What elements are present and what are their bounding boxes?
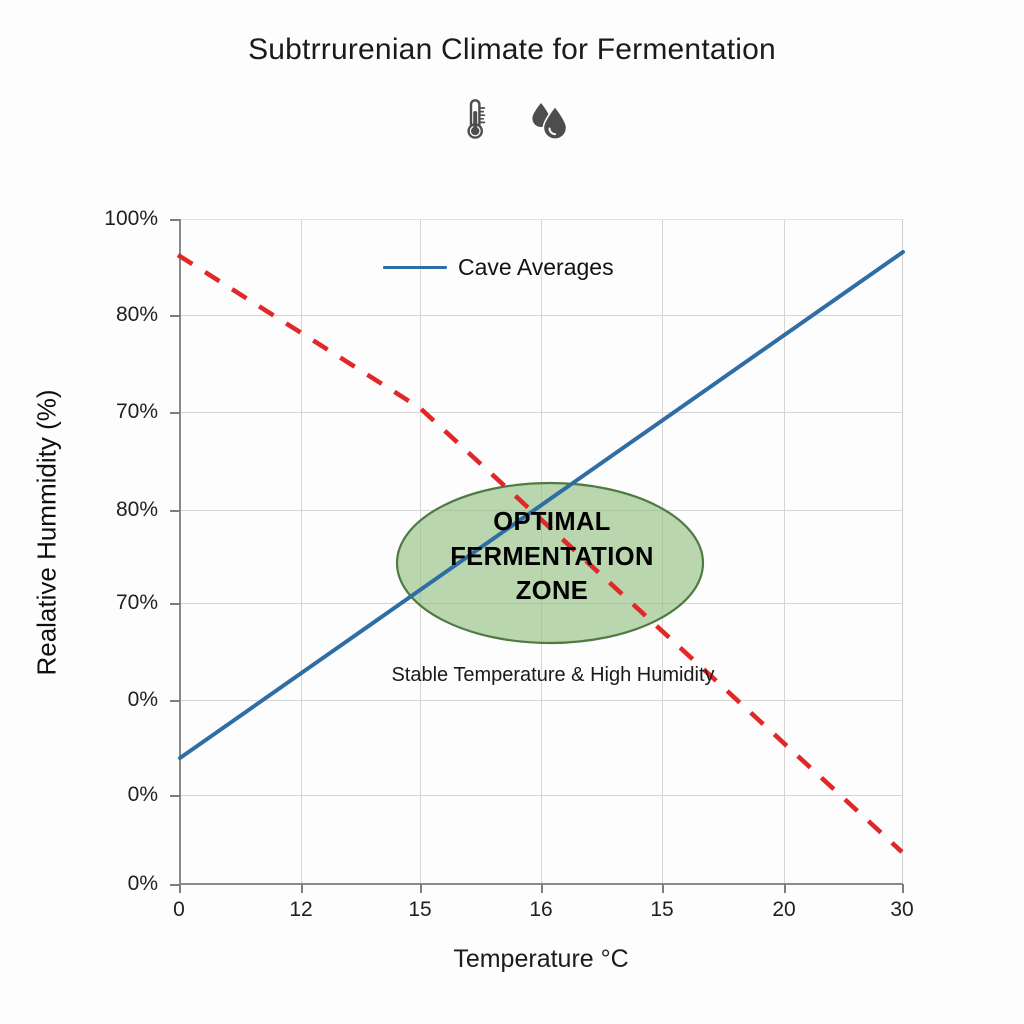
x-axis-tick-label: 16 (529, 898, 553, 921)
y-axis-tick-label: 0% (127, 688, 158, 711)
y-axis-tick-label: 80% (115, 303, 158, 326)
thermometer-icon (453, 96, 497, 142)
zone-subnote: Stable Temperature & High Humidity (391, 664, 715, 686)
gridline-vertical (301, 219, 302, 884)
y-tick-mark (170, 510, 180, 512)
x-tick-mark (541, 884, 543, 893)
chart-legend: Cave Averages (383, 254, 614, 281)
y-tick-mark (170, 412, 180, 414)
y-axis-title: Realative Hummidity (%) (31, 389, 62, 676)
y-axis-tick-label: 0% (127, 872, 158, 895)
y-tick-mark (170, 700, 180, 702)
axis-spine-bottom (179, 883, 903, 885)
legend-label-cave-averages: Cave Averages (458, 254, 614, 280)
y-axis-tick-label: 100% (104, 207, 158, 230)
x-tick-mark (662, 884, 664, 893)
x-axis-tick-label: 15 (650, 898, 674, 921)
y-tick-mark (170, 884, 180, 886)
gridline-horizontal (179, 412, 903, 413)
x-axis-tick-label: 0 (173, 898, 185, 921)
chart-title: Subtrrurenian Climate for Fermentation (248, 33, 776, 66)
y-tick-mark (170, 315, 180, 317)
y-axis-tick-label: 0% (127, 783, 158, 806)
x-axis-tick-label: 20 (772, 898, 796, 921)
gridline-vertical (784, 219, 785, 884)
x-tick-mark (420, 884, 422, 893)
x-tick-mark (902, 884, 904, 893)
y-axis-tick-label: 70% (115, 591, 158, 614)
y-tick-mark (170, 219, 180, 221)
gridline-horizontal (179, 700, 903, 701)
x-tick-mark (784, 884, 786, 893)
legend-swatch-cave-averages (383, 265, 447, 270)
y-axis-tick-label: 70% (115, 400, 158, 423)
x-axis-title: Temperature °C (453, 945, 629, 973)
y-axis-tick-label: 80% (115, 498, 158, 521)
x-axis-tick-label: 30 (890, 898, 914, 921)
axis-spine-right (902, 219, 903, 884)
icon-row (0, 96, 1024, 142)
axis-spine-left (179, 219, 181, 884)
cave-averages-line (178, 250, 905, 760)
gridline-horizontal (179, 315, 903, 316)
x-axis-tick-label: 15 (408, 898, 432, 921)
x-tick-mark (301, 884, 303, 893)
axis-spine-top (179, 219, 903, 220)
gridline-horizontal (179, 795, 903, 796)
water-droplet-icon (527, 96, 571, 142)
x-axis-tick-label: 12 (289, 898, 313, 921)
x-tick-mark (179, 884, 181, 893)
y-tick-mark (170, 603, 180, 605)
y-tick-mark (170, 795, 180, 797)
optimal-zone-ellipse (395, 481, 705, 645)
